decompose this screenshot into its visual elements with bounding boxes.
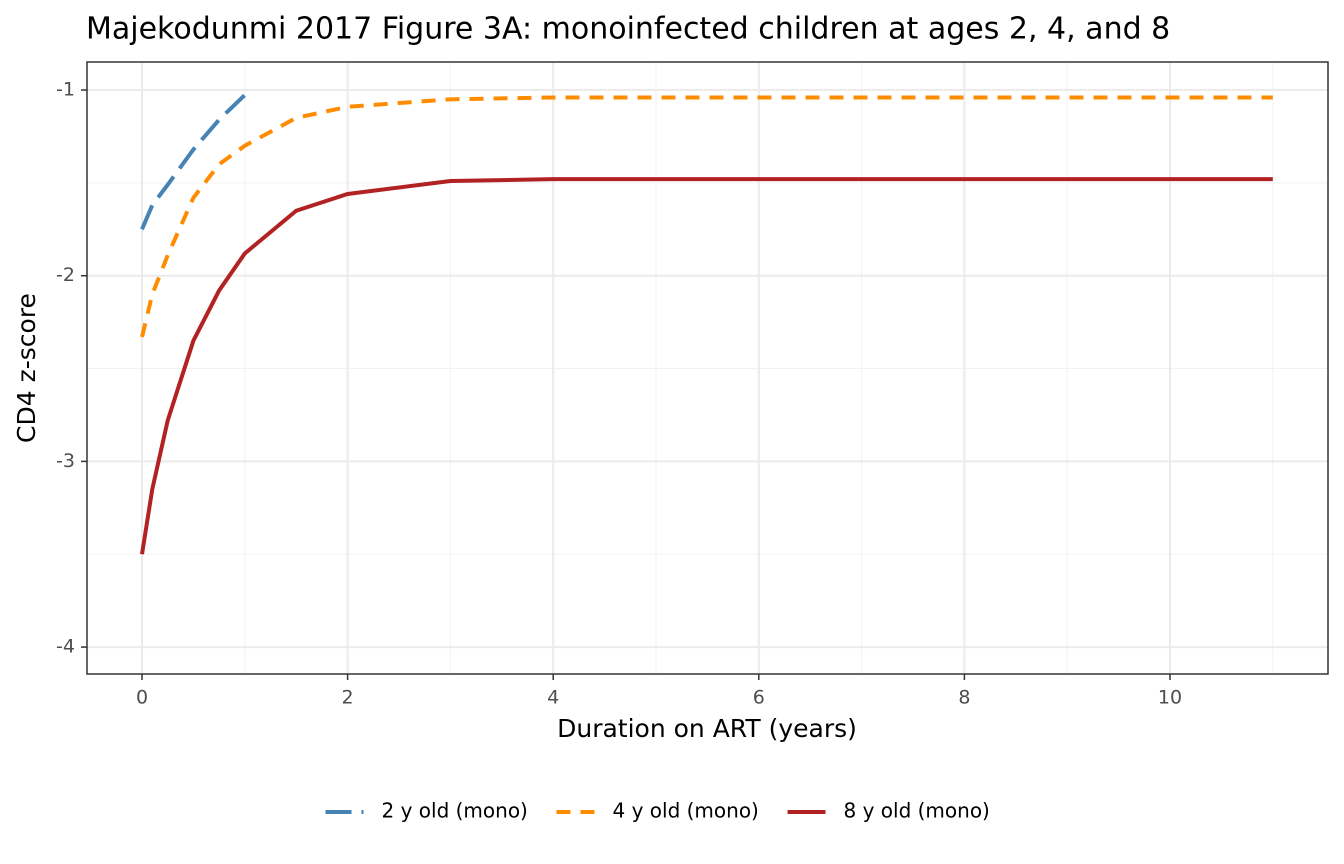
legend-label: 8 y old (mono) — [844, 799, 990, 823]
plot-border — [86, 61, 1329, 675]
x-tick-label: 6 — [753, 687, 765, 709]
legend-label: 2 y old (mono) — [382, 799, 528, 823]
y-tick-label: -2 — [56, 264, 75, 286]
x-axis-title: Duration on ART (years) — [557, 714, 857, 743]
x-tick-label: 2 — [342, 687, 354, 709]
line — [140, 95, 1273, 338]
x-tick-label: 0 — [136, 687, 148, 709]
y-tick-label: -4 — [56, 636, 75, 658]
x-tick-label: 10 — [1158, 687, 1182, 709]
y-axis-title: CD4 z-score — [12, 293, 41, 443]
x-tick-label: 8 — [958, 687, 970, 709]
legend: 2 y old (mono) 4 y old (mono) 8 y old (mon… — [325, 799, 990, 823]
y-tick-label: -3 — [56, 450, 75, 472]
y-tick-label: -1 — [56, 79, 75, 101]
line — [140, 88, 252, 231]
line — [140, 177, 1273, 555]
x-tick-label: 4 — [547, 687, 559, 709]
legend-label: 4 y old (mono) — [613, 799, 759, 823]
chart-title: Majekodunmi 2017 Figure 3A: monoinfected… — [86, 12, 1170, 47]
